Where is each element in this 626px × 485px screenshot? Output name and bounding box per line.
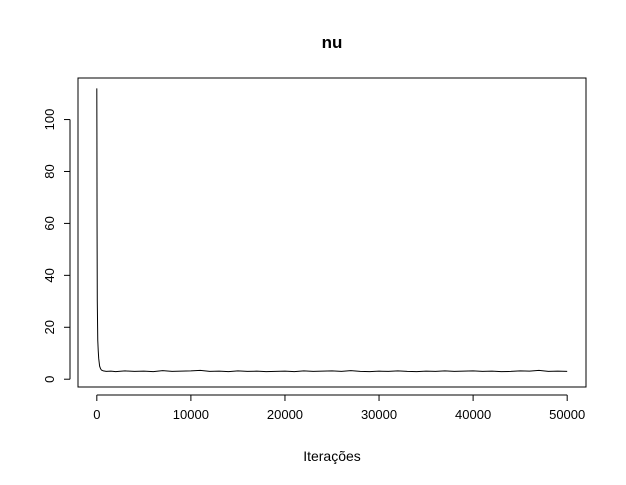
trace-series-0 <box>96 88 568 373</box>
series-layer <box>96 88 568 373</box>
x-axis-label: Iterações <box>303 448 361 464</box>
x-tick-label: 20000 <box>267 407 303 422</box>
x-tick-label: 40000 <box>455 407 491 422</box>
x-tick-label: 50000 <box>549 407 585 422</box>
y-tick-label: 0 <box>42 376 57 383</box>
y-tick-label: 100 <box>42 109 57 131</box>
x-tick-label: 0 <box>93 407 100 422</box>
y-tick-label: 80 <box>42 164 57 178</box>
y-tick-label: 40 <box>42 268 57 282</box>
x-axis: 0 10000 20000 30000 40000 50000 <box>93 394 585 422</box>
chart-title: nu <box>322 33 343 52</box>
y-tick-label: 20 <box>42 320 57 334</box>
y-tick-label: 60 <box>42 216 57 230</box>
x-tick-label: 30000 <box>361 407 397 422</box>
plot-frame <box>77 77 587 388</box>
x-tick-label: 10000 <box>173 407 209 422</box>
y-axis: 0 20 40 60 80 100 <box>42 109 71 383</box>
